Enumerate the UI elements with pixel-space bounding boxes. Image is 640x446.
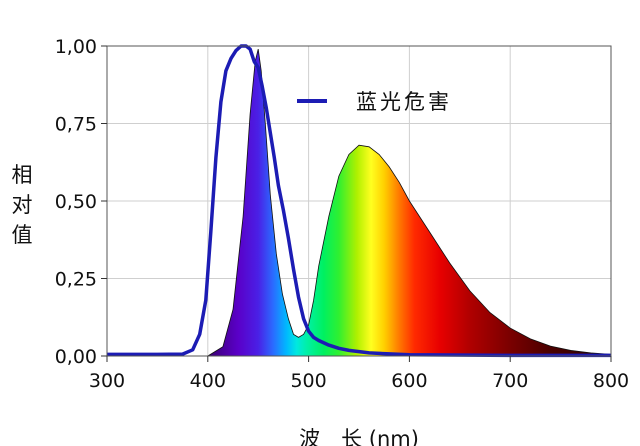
x-tick-label: 800 <box>593 370 629 392</box>
y-axis-label: 相对值 <box>12 163 33 247</box>
legend-label: 蓝光危害 <box>356 90 452 114</box>
x-tick-label: 300 <box>89 370 125 392</box>
y-tick-label: 0,00 <box>55 346 97 368</box>
x-tick-label: 400 <box>190 370 226 392</box>
x-axis-ticks: 300 400 500 600 700 800 <box>89 356 629 392</box>
y-axis-label-char: 值 <box>12 223 33 247</box>
legend: 蓝光危害 <box>297 90 452 114</box>
y-axis-ticks: 0,00 0,25 0,50 0,75 1,00 <box>55 36 107 368</box>
y-tick-label: 1,00 <box>55 36 97 58</box>
x-tick-label: 700 <box>492 370 528 392</box>
x-tick-label: 600 <box>391 370 427 392</box>
y-tick-label: 0,25 <box>55 269 97 291</box>
y-tick-label: 0,75 <box>55 114 97 136</box>
y-axis-label-char: 相 <box>12 163 33 187</box>
y-tick-label: 0,50 <box>55 191 97 213</box>
x-tick-label: 500 <box>290 370 326 392</box>
spectrum-area <box>206 49 612 357</box>
y-axis-label-char: 对 <box>12 193 33 217</box>
x-axis-label: 波 长 (nm) <box>299 427 419 446</box>
series-line-blue-light-hazard <box>107 44 611 358</box>
